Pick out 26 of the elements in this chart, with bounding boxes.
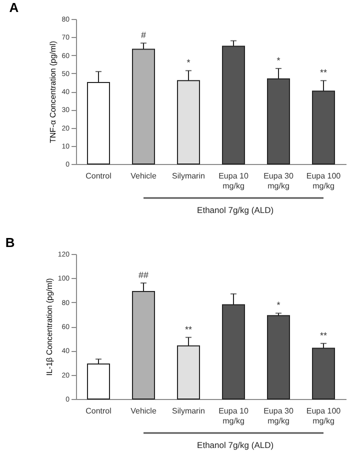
annotation: * [186,58,191,68]
x-tick-label: Eupa 100 mg/kg [306,172,342,190]
y-axis-title: TNF-α Concentration (pg/ml) [48,40,58,143]
annotation: ** [184,324,192,334]
annotation: # [140,30,146,40]
x-tick-label: Eupa 30 mg/kg [264,172,294,190]
x-tick-label: Eupa 10 mg/kg [218,172,249,190]
x-tick-label: Eupa 30 mg/kg [264,406,294,426]
annotation: * [276,55,281,66]
x-tick-label: Vehicle [130,406,157,416]
annotation: ## [138,270,149,280]
text: Ethanol 7g/kg (ALD) [197,440,274,450]
y-axis-title: IL-1β Concentration (pg/ml) [44,278,54,376]
annotation: * [276,300,281,310]
x-tick-label: Silymarin [172,406,205,416]
x-tick-label: Eupa 100 mg/kg [306,406,342,426]
x-tick-label: Control [86,172,112,180]
x-tick-label: Control [86,406,112,416]
x-tick-label: Eupa 10 mg/kg [218,406,249,426]
annotation: ** [320,330,328,340]
text: Ethanol 7g/kg (ALD) [197,205,274,215]
chart-title: B [5,235,15,250]
annotation: ** [320,68,328,78]
x-tick-label: Vehicle [130,172,157,180]
x-tick-label: Silymarin [172,172,205,180]
chart-title: A [9,0,20,15]
